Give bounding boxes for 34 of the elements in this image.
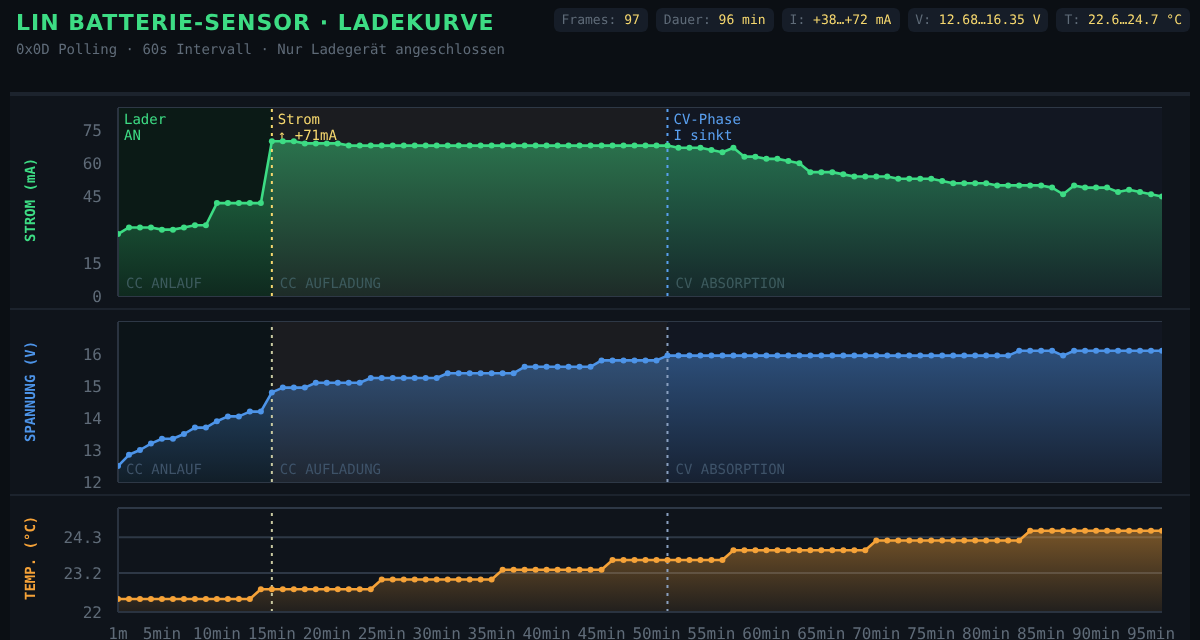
x-tick-label: 50min [632, 625, 681, 640]
y-tick-label: 75 [82, 121, 103, 140]
x-tick-label: 5min [142, 625, 182, 640]
x-tick-label: 45min [577, 625, 626, 640]
x-tick-label: 85min [1017, 625, 1066, 640]
y-tick-label: 16 [82, 345, 103, 364]
y-tick-label: 15 [82, 254, 103, 273]
x-tick-label: 40min [522, 625, 572, 640]
x-tick-label: 65min [797, 625, 846, 640]
x-tick-label: 25min [357, 625, 407, 640]
y-tick-label: 23.2 [63, 564, 103, 583]
x-tick-label: 70min [852, 625, 901, 640]
y-tick-label: 13 [82, 441, 103, 460]
x-tick-label: 30min [412, 625, 462, 640]
y-tick-label: 22 [82, 603, 103, 622]
x-tick-label: 80min [962, 625, 1011, 640]
x-tick-label: 20min [302, 625, 352, 640]
y-tick-label: 15 [82, 377, 103, 396]
chart-title: LIN BATTERIE-SENSOR · LADEKURVE [16, 10, 495, 36]
x-tick-label: 35min [467, 625, 517, 640]
x-tick-label: 15min [247, 625, 297, 640]
y-tick-label: 45 [82, 188, 103, 207]
x-tick-label: 10min [192, 625, 242, 640]
y-tick-label: 0 [92, 287, 103, 306]
y-tick-label: 24.3 [63, 528, 103, 547]
y-tick-label: 12 [82, 473, 103, 492]
x-tick-label: 90min [1071, 625, 1121, 640]
x-tick-label: 1m [108, 625, 128, 640]
x-tick-label: 75min [907, 625, 956, 640]
x-tick-label: 60min [742, 625, 791, 640]
y-tick-label: 60 [82, 154, 103, 173]
x-tick-label: 55min [687, 625, 736, 640]
x-tick-label: 95min [1126, 625, 1176, 640]
y-tick-label: 14 [82, 409, 103, 428]
